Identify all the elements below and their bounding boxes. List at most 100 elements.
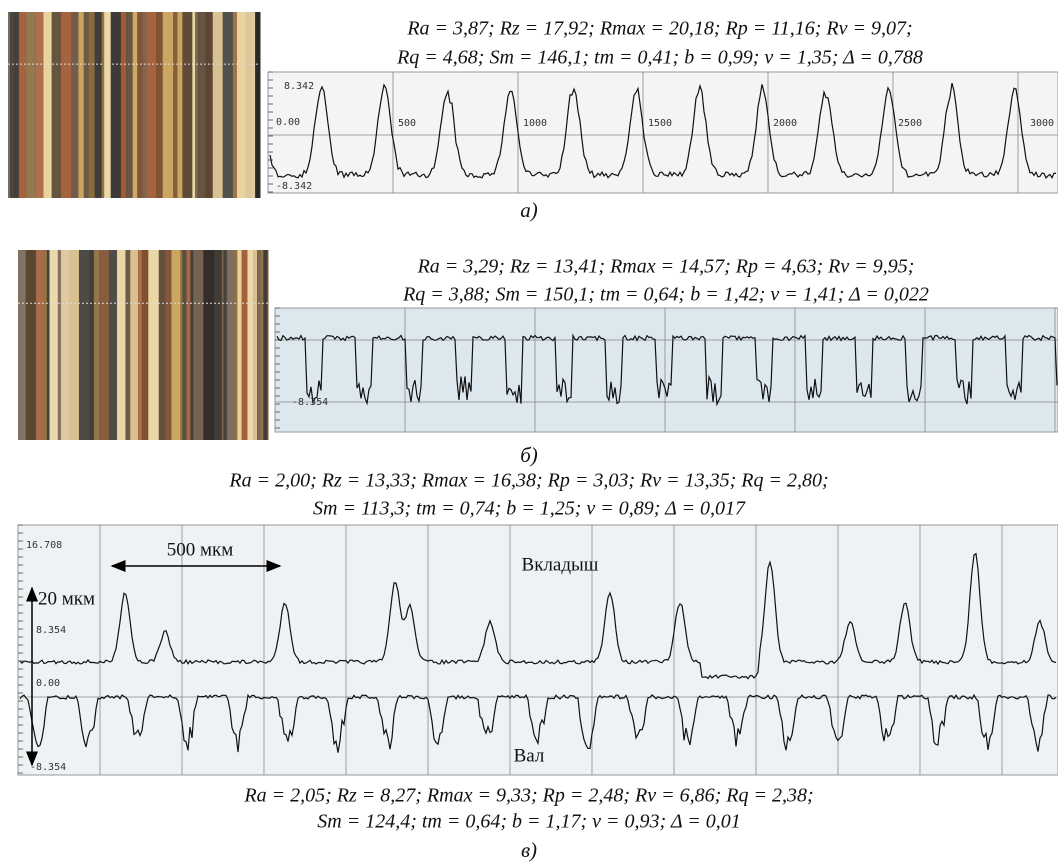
plot-area <box>274 307 1058 433</box>
photo-stripe <box>137 12 143 198</box>
parameters: Rq = 3,88; Sm = 150,1; tm = 0,64; b = 1,… <box>402 284 929 306</box>
photo-stripe <box>46 250 50 440</box>
parameters: Ra = 3,87; Rz = 17,92; Rmax = 20,18; Rp … <box>406 18 912 40</box>
photo-stripe <box>234 250 238 440</box>
photo-stripe <box>192 12 196 198</box>
photo-stripe <box>60 12 72 198</box>
y-tick-label: -8.342 <box>276 181 312 192</box>
photo-stripe <box>10 12 15 198</box>
y-tick-label: -8.354 <box>30 762 66 773</box>
photo-stripe <box>249 12 256 198</box>
photo-stripe <box>177 12 183 198</box>
scale-label: 500 мкм <box>167 539 234 560</box>
profile-trace <box>19 693 1057 753</box>
photo-stripe <box>212 12 224 198</box>
photo-stripe <box>93 250 100 440</box>
photo-stripe <box>78 12 85 198</box>
y-tick-label: 8.342 <box>284 81 314 92</box>
photo-stripe <box>51 12 62 198</box>
photo-stripe <box>221 250 225 440</box>
photo-stripe <box>35 12 44 198</box>
photo-stripe <box>60 250 70 440</box>
photo-stripe <box>71 12 79 198</box>
photo-stripe <box>205 12 214 198</box>
profilogram <box>267 71 1058 194</box>
photo-stripe <box>203 250 215 440</box>
x-tick-label: 1000 <box>523 118 547 129</box>
photo-stripe <box>137 250 143 440</box>
photo-stripe <box>171 250 181 440</box>
photo-stripe <box>158 250 166 440</box>
photo-stripe <box>35 250 44 440</box>
photo-stripe <box>263 250 268 440</box>
panel-label: в) <box>521 838 537 862</box>
photo-stripe <box>88 12 96 198</box>
photo-stripe <box>49 250 59 440</box>
photo-stripe <box>180 250 184 440</box>
parameters: Rq = 4,68; Sm = 146,1; tm = 0,41; b = 0,… <box>396 47 923 69</box>
profile-trace <box>276 333 1058 407</box>
x-tick-label: 500 <box>398 118 416 129</box>
photo-stripe <box>141 250 149 440</box>
photo-stripe <box>182 12 193 198</box>
y-tick-label: 0.00 <box>36 678 60 689</box>
photo-stripe <box>173 12 178 198</box>
photo-stripe <box>25 250 37 440</box>
photo-stripe <box>194 12 199 198</box>
photo-stripe <box>186 250 191 440</box>
profilogram <box>274 307 1058 433</box>
photo-stripe <box>125 12 134 198</box>
photo-stripe <box>142 12 147 198</box>
photo-stripe <box>99 250 110 440</box>
x-tick-label: 2500 <box>898 118 922 129</box>
photo-stripe <box>78 250 91 440</box>
photo-stripe <box>18 250 27 440</box>
panel-label: б) <box>520 443 538 467</box>
x-tick-label: 3000 <box>1030 118 1054 129</box>
photo-stripe <box>25 12 36 198</box>
y-tick-label: 16.708 <box>26 540 62 551</box>
photo-stripe <box>110 12 122 198</box>
photo-stripe <box>260 250 264 440</box>
photo-stripe <box>255 12 261 198</box>
photo-stripe <box>125 250 131 440</box>
photo-stripe <box>197 12 206 198</box>
y-tick-label: -8.354 <box>292 397 328 408</box>
photo-stripe <box>156 12 164 198</box>
photo-stripe <box>109 250 118 440</box>
trace-label: Вкладыш <box>522 554 599 575</box>
photo-stripe <box>234 12 238 198</box>
photo-stripe <box>252 250 258 440</box>
photo-stripe <box>214 250 222 440</box>
parameters: Ra = 3,29; Rz = 13,41; Rmax = 14,57; Rp … <box>417 256 915 278</box>
x-tick-label: 1500 <box>648 118 672 129</box>
photo-stripe <box>237 250 243 440</box>
photo-stripe <box>43 12 53 198</box>
photo-stripe <box>223 250 228 440</box>
photo-stripe <box>236 12 247 198</box>
panel-label: а) <box>520 198 538 222</box>
photo-stripe <box>148 250 160 440</box>
photo-stripe <box>101 12 105 198</box>
y-tick-label: 0.00 <box>276 117 300 128</box>
photo-stripe <box>245 12 251 198</box>
photo-stripe <box>18 12 27 198</box>
photo-stripe <box>104 12 112 198</box>
photo-stripe <box>8 12 11 198</box>
x-tick-label: 2000 <box>773 118 797 129</box>
trace-label: Вал <box>514 745 545 766</box>
photo-stripe <box>241 250 248 440</box>
photo-stripe <box>83 12 90 198</box>
photo-stripe <box>146 12 157 198</box>
photo <box>18 250 269 440</box>
profile-trace <box>269 82 1057 179</box>
photo <box>8 12 261 198</box>
photo-stripe <box>232 12 236 198</box>
photo-stripe <box>42 250 48 440</box>
y-tick-label: 8.354 <box>36 625 66 636</box>
photo-stripe <box>226 250 235 440</box>
photo-stripe <box>247 250 254 440</box>
photo-stripe <box>164 250 172 440</box>
photo-stripe <box>190 250 194 440</box>
